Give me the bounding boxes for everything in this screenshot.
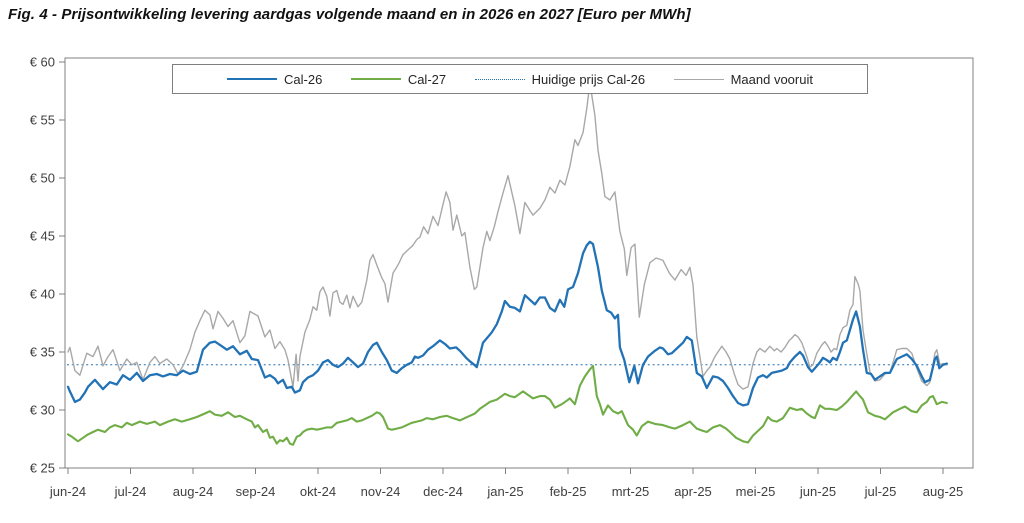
- x-axis-label: dec-24: [423, 484, 463, 499]
- y-axis-label: € 25: [30, 461, 55, 476]
- chart-legend: Cal-26 Cal-27 Huidige prijs Cal-26 Maand vo…: [172, 64, 868, 94]
- legend-dotted-line-icon: [474, 78, 525, 80]
- legend-item-cal-27: Cal-27: [350, 71, 447, 87]
- y-axis-label: € 30: [30, 403, 55, 418]
- y-axis-label: € 60: [30, 55, 55, 70]
- x-axis-label: jun-25: [799, 484, 836, 499]
- legend-line-icon: [673, 78, 724, 80]
- y-axis-label: € 50: [30, 171, 55, 186]
- x-axis-label: sep-24: [236, 484, 276, 499]
- legend-label: Maand vooruit: [730, 71, 813, 87]
- series-line-cal-26: [66, 240, 948, 407]
- x-axis-label: aug-24: [173, 484, 213, 499]
- legend-label: Cal-26: [284, 71, 323, 87]
- x-axis-label: jul-25: [864, 484, 897, 499]
- x-axis-label: mrt-25: [612, 484, 650, 499]
- y-axis-label: € 35: [30, 345, 55, 360]
- y-axis-label: € 40: [30, 287, 55, 302]
- y-axis-label: € 45: [30, 229, 55, 244]
- legend-line-icon: [350, 78, 401, 80]
- legend-item-huidige-prijs-cal-26: Huidige prijs Cal-26: [474, 71, 646, 87]
- series-line-maand-vooruit: [67, 82, 948, 390]
- x-axis-label: feb-25: [550, 484, 587, 499]
- x-axis-label: jul-24: [114, 484, 147, 499]
- x-axis-label: jun-24: [49, 484, 86, 499]
- series-line-cal-27: [66, 364, 948, 446]
- x-axis-label: apr-25: [674, 484, 712, 499]
- x-axis-label: mei-25: [736, 484, 776, 499]
- legend-line-icon: [227, 78, 277, 80]
- legend-label: Huidige prijs Cal-26: [531, 71, 646, 87]
- legend-item-maand-vooruit: Maand vooruit: [673, 71, 813, 87]
- x-axis-label: aug-25: [923, 484, 963, 499]
- y-axis-label: € 55: [30, 113, 55, 128]
- plot-border: [64, 57, 974, 469]
- x-axis-label: nov-24: [361, 484, 401, 499]
- x-axis-label: jan-25: [486, 484, 523, 499]
- legend-label: Cal-27: [407, 71, 447, 87]
- legend-item-cal-26: Cal-26: [227, 72, 322, 87]
- chart-title: Fig. 4 - Prijsontwikkeling levering aard…: [8, 6, 691, 23]
- x-axis-label: okt-24: [300, 484, 336, 499]
